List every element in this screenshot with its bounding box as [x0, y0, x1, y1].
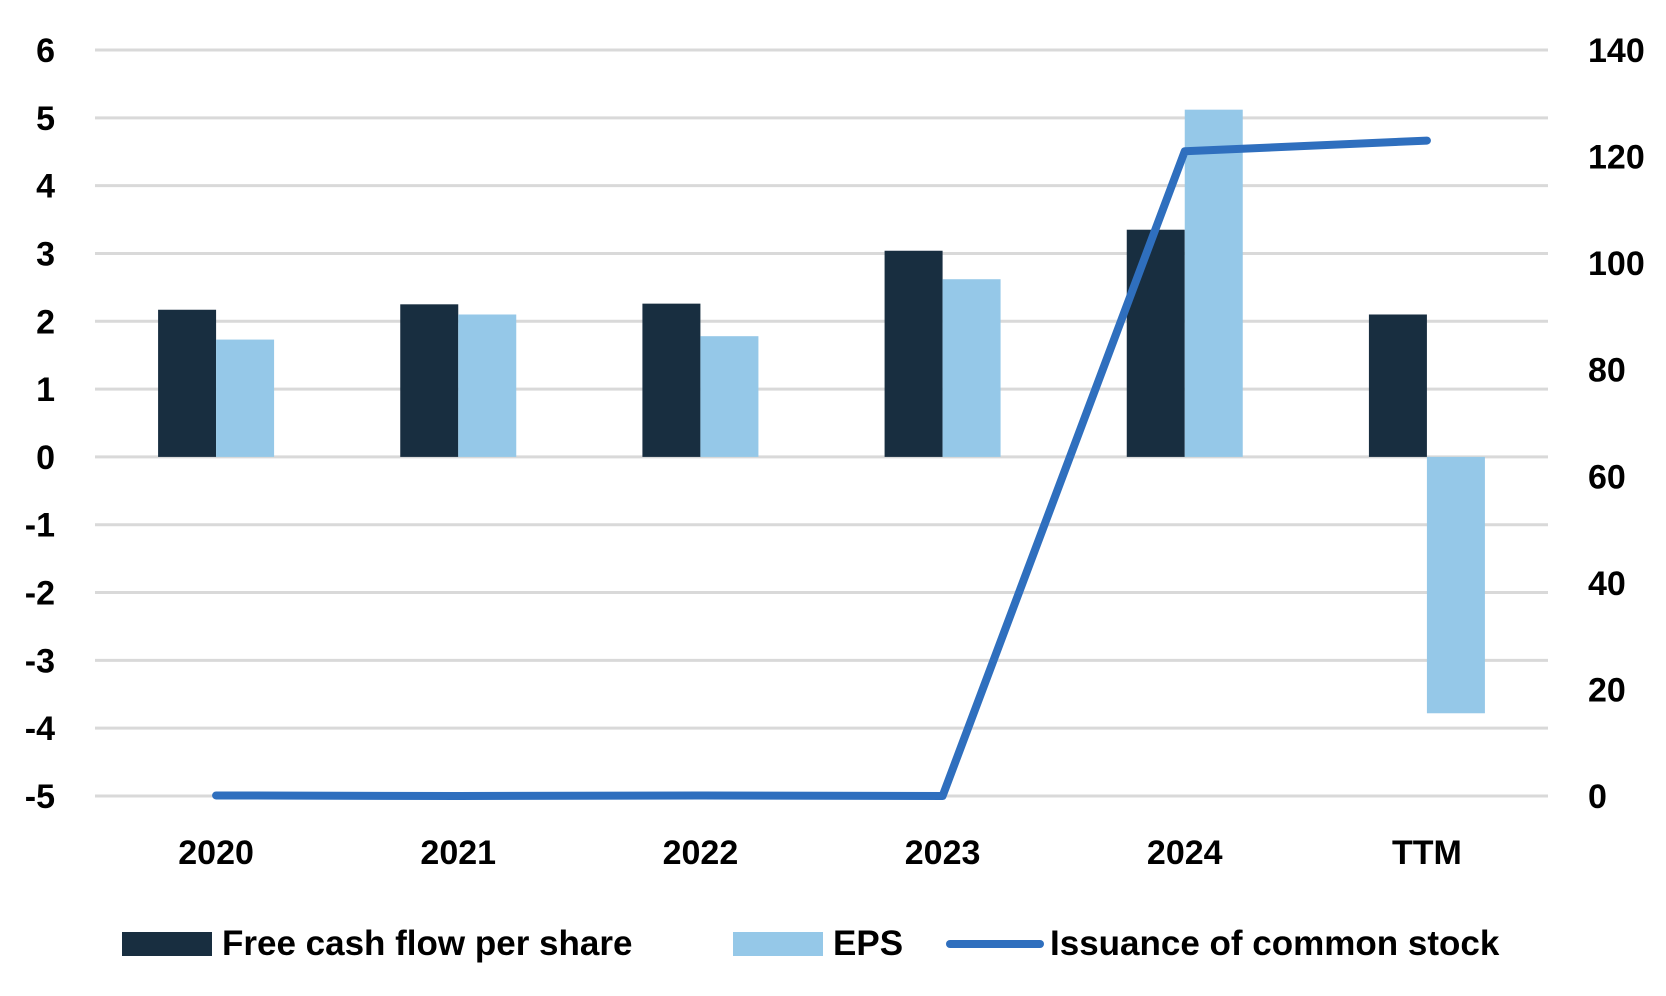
y-left-tick-label: -4: [25, 710, 55, 748]
x-tick-label: TTM: [1392, 834, 1462, 872]
bar-eps: [458, 314, 517, 457]
y-left-tick-label: 2: [36, 303, 55, 341]
y-left-tick-label: 3: [36, 235, 55, 273]
y-right-tick-label: 140: [1588, 32, 1645, 70]
y-left-tick-label: -1: [25, 507, 55, 545]
y-axis-right: 140 120 100 80 60 40 20 0: [1588, 32, 1645, 816]
bar-fcf: [158, 309, 217, 457]
legend-label-eps: EPS: [833, 924, 903, 963]
x-tick-label: 2024: [1147, 834, 1223, 872]
y-left-tick-label: 6: [36, 32, 55, 70]
line-issuance: [212, 136, 1431, 800]
bars: [158, 109, 1485, 714]
x-tick-label: 2021: [420, 834, 496, 872]
y-right-tick-label: 60: [1588, 458, 1626, 496]
bar-eps: [216, 339, 275, 457]
legend: Free cash flow per share EPS Issuance of…: [122, 924, 1500, 963]
bar-eps: [1426, 456, 1485, 714]
y-left-tick-label: -3: [25, 642, 55, 680]
bar-fcf: [1368, 314, 1427, 457]
x-tick-label: 2023: [905, 834, 981, 872]
y-right-tick-label: 80: [1588, 352, 1626, 390]
y-left-tick-label: -5: [25, 778, 55, 816]
x-tick-label: 2020: [178, 834, 254, 872]
bar-fcf: [642, 303, 701, 457]
y-left-tick-label: 1: [36, 371, 55, 409]
y-left-tick-label: -2: [25, 575, 55, 613]
legend-swatch-fcf: [122, 932, 212, 956]
bar-eps: [942, 279, 1001, 457]
y-left-tick-label: 4: [36, 168, 55, 206]
y-left-tick-label: 5: [36, 100, 55, 138]
y-right-tick-label: 0: [1588, 778, 1607, 816]
legend-label-issuance: Issuance of common stock: [1050, 924, 1500, 963]
x-axis: 2020 2021 2022 2023 2024 TTM: [178, 834, 1462, 872]
y-right-tick-label: 120: [1588, 139, 1645, 177]
y-right-tick-label: 20: [1588, 671, 1626, 709]
y-right-tick-label: 100: [1588, 245, 1645, 283]
legend-label-fcf: Free cash flow per share: [222, 924, 632, 963]
bar-eps: [1184, 109, 1243, 457]
bar-fcf: [884, 250, 943, 457]
y-axis-left: 6 5 4 3 2 1 0 -1 -2 -3 -4 -5: [25, 32, 55, 816]
bar-fcf: [1126, 229, 1185, 457]
gridlines: [95, 48, 1548, 798]
bar-eps: [700, 336, 759, 457]
line-series: [212, 136, 1431, 800]
legend-swatch-eps: [733, 932, 823, 956]
bar-fcf: [400, 304, 459, 457]
x-tick-label: 2022: [663, 834, 739, 872]
y-right-tick-label: 40: [1588, 565, 1626, 603]
y-left-tick-label: 0: [36, 439, 55, 477]
